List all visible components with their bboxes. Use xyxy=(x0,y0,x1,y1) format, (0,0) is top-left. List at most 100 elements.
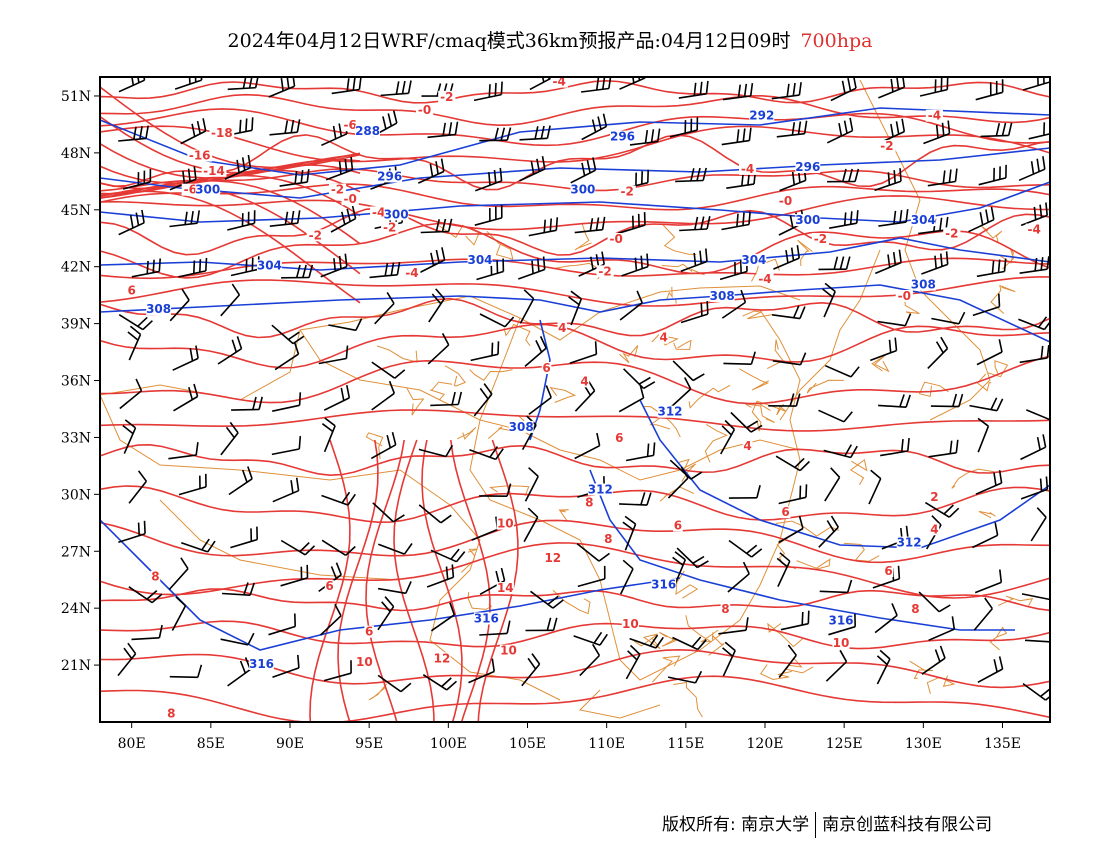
wind-barb-flag xyxy=(644,129,649,144)
wind-barb-staff xyxy=(976,270,1005,278)
wind-barb-flag xyxy=(745,617,749,631)
wind-barb-flag xyxy=(845,256,851,270)
wind-barb-flag xyxy=(996,398,1004,412)
wind-barb xyxy=(972,293,1001,317)
boundary-line xyxy=(652,655,681,683)
wind-barb xyxy=(829,210,859,229)
wind-barb-staff xyxy=(576,542,600,562)
wind-barb-staff xyxy=(1018,318,1045,331)
wind-barb-flag xyxy=(489,446,499,458)
temperature-label: -4 xyxy=(1028,223,1041,237)
wind-barb-staff xyxy=(775,455,801,472)
wind-barb xyxy=(323,660,352,682)
boundary-line xyxy=(673,339,692,350)
wind-barb-flag xyxy=(683,377,692,390)
geopotential-label: 312 xyxy=(588,483,613,497)
wind-barb-staff xyxy=(323,672,352,682)
wind-barb-flag xyxy=(338,255,342,269)
boundary-line xyxy=(843,542,880,562)
wind-barb-flag xyxy=(441,677,452,688)
geopotential-label: 304 xyxy=(257,259,282,273)
wind-barb xyxy=(470,341,500,362)
wind-barb-flag xyxy=(249,582,255,596)
wind-barb xyxy=(818,409,853,423)
wind-barb xyxy=(280,539,316,556)
wind-barb-flag xyxy=(527,507,539,518)
wind-barb-flag xyxy=(742,561,750,575)
wind-barb-flag xyxy=(949,440,953,454)
wind-barb-staff xyxy=(427,344,450,365)
wind-barb-flag xyxy=(137,77,140,83)
temperature-label-bg xyxy=(126,284,137,297)
wind-barb-flag xyxy=(849,211,853,225)
wind-barb-flag xyxy=(258,396,263,410)
wind-barb-staff xyxy=(928,628,955,642)
wind-barb xyxy=(371,380,396,411)
geopotential-label: 304 xyxy=(911,213,936,227)
wind-barb-staff xyxy=(679,228,708,232)
temperature-contour-line xyxy=(100,115,361,174)
wind-barb xyxy=(420,218,453,234)
wind-barb-flag xyxy=(705,248,708,262)
wind-barb xyxy=(828,613,856,636)
wind-barb-flag xyxy=(546,617,552,631)
lon-tick-label: 105E xyxy=(509,736,546,752)
wind-barb-staff xyxy=(824,364,852,378)
geopotential-label-bg xyxy=(709,290,735,302)
temperature-label-bg xyxy=(403,267,421,280)
wind-barb xyxy=(818,256,851,271)
wind-barb-staff xyxy=(972,534,998,549)
geopotential-label-bg xyxy=(249,658,274,670)
wind-barb-flag xyxy=(499,167,503,181)
wind-barb-flag xyxy=(387,113,393,127)
wind-barb xyxy=(321,491,356,506)
wind-barb-flag xyxy=(838,123,843,137)
boundary-line xyxy=(469,369,513,381)
geopotential-label: 316 xyxy=(474,612,499,626)
wind-barb-flag xyxy=(446,680,458,691)
wind-barb xyxy=(977,417,990,453)
temperature-label-bg xyxy=(187,149,213,162)
wind-barb-flag xyxy=(1039,204,1043,218)
wind-barb xyxy=(623,368,656,390)
wind-barb-flag xyxy=(639,385,645,399)
boundary-line xyxy=(989,626,1008,651)
wind-barb xyxy=(325,156,354,181)
wind-barb-staff xyxy=(569,353,597,364)
wind-barb xyxy=(227,210,256,231)
wind-barb-staff xyxy=(777,560,791,587)
wind-barb-flag xyxy=(543,219,546,233)
wind-barb-flag xyxy=(386,291,395,304)
temperature-label: 8 xyxy=(151,570,159,584)
wind-barb-staff xyxy=(128,586,153,604)
wind-barb-staff xyxy=(625,454,654,462)
wind-barb-staff xyxy=(479,632,508,636)
wind-barb-flag xyxy=(239,660,247,674)
wind-barb-staff xyxy=(621,265,649,277)
wind-barb-flag xyxy=(705,80,709,94)
temperature-label-bg xyxy=(673,519,683,532)
wind-barb-staff xyxy=(1019,268,1048,274)
wind-barb xyxy=(824,467,841,502)
wind-barb-staff xyxy=(872,578,900,589)
wind-barb-staff xyxy=(1025,409,1050,421)
temperature-contour-line xyxy=(100,620,1050,650)
wind-barb xyxy=(274,341,300,371)
wind-barb-flag xyxy=(622,559,634,570)
wind-barb-flag xyxy=(797,121,802,135)
wind-barb-flag xyxy=(833,256,839,270)
temperature-label-bg xyxy=(878,140,896,153)
wind-barb-staff xyxy=(570,169,596,184)
wind-barb-staff xyxy=(269,131,298,136)
temperature-contour-line xyxy=(100,195,1050,231)
wind-barb-flag xyxy=(742,212,745,226)
boundary-line xyxy=(503,323,531,347)
boundary-line xyxy=(469,309,801,681)
wind-barb-staff xyxy=(479,139,508,142)
temperature-label-bg xyxy=(181,183,199,196)
wind-barb xyxy=(768,393,801,407)
lat-tick-label: 39N xyxy=(61,317,91,333)
wind-barb xyxy=(878,209,909,227)
wind-barb-flag xyxy=(895,121,900,135)
wind-barb-staff xyxy=(230,268,259,277)
